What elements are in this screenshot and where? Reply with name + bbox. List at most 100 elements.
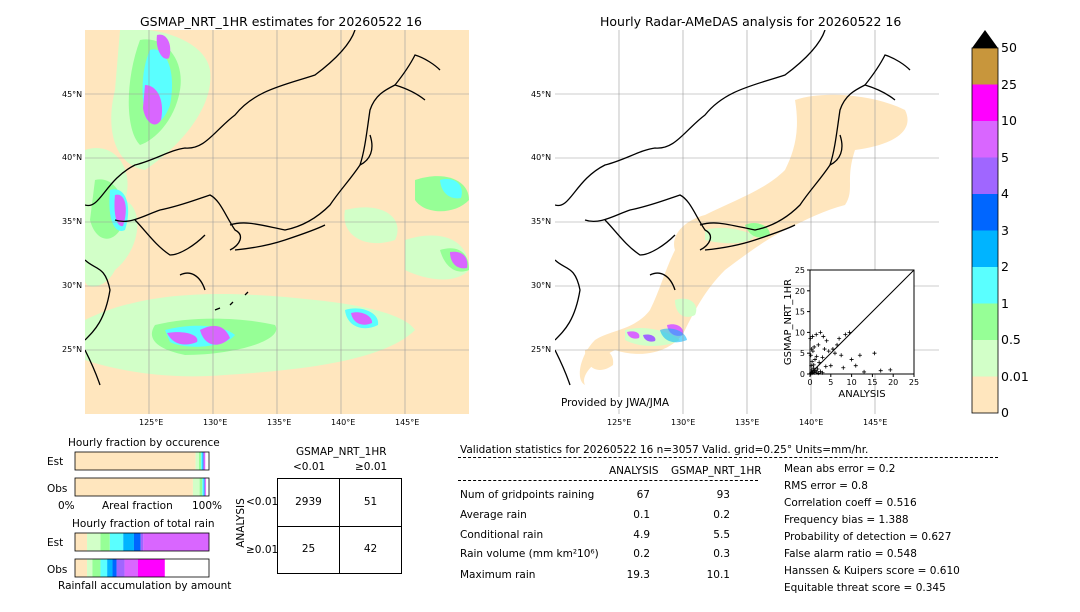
- score-line: Equitable threat score = 0.345: [784, 582, 946, 594]
- contingency-col-header: ≥0.01: [355, 461, 388, 473]
- fraction-bar-segment: [112, 559, 117, 577]
- occurrence-row-est: Est: [47, 456, 64, 468]
- colorbar-label: 4: [1001, 186, 1009, 201]
- fraction-bar-segment: [137, 559, 165, 577]
- stats-row-analysis: 4.9: [633, 529, 650, 541]
- contingency-title: GSMAP_NRT_1HR: [296, 446, 387, 458]
- stats-row-gsmap: 93: [716, 489, 730, 501]
- fraction-bar-segment: [199, 478, 203, 496]
- contingency-row-header: <0.01: [246, 496, 279, 508]
- left-map: [85, 30, 469, 414]
- scatter-point: [857, 353, 862, 358]
- fraction-bar-segment: [92, 559, 101, 577]
- fraction-bar-segment: [107, 559, 113, 577]
- scatter-x-tick: 15: [867, 378, 877, 387]
- fraction-bar-segment: [203, 452, 204, 470]
- fraction-bar-segment: [87, 559, 93, 577]
- colorbar-label: 2: [1001, 259, 1009, 274]
- contingency-row-axis-label: ANALYSIS: [234, 498, 247, 548]
- stats-row-gsmap: 10.1: [706, 569, 730, 581]
- scatter-y-tick: 0: [800, 370, 805, 379]
- colorbar: [971, 30, 999, 414]
- occurrence-bars: [74, 451, 210, 497]
- right-lon-tick: 140°E: [799, 418, 824, 427]
- score-line: Correlation coeff = 0.516: [784, 497, 917, 509]
- scatter-point: [826, 349, 831, 354]
- stats-col-analysis: ANALYSIS: [609, 465, 659, 477]
- scatter-y-tick: 10: [795, 328, 805, 337]
- scatter-point: [816, 371, 821, 376]
- scatter-point: [808, 353, 813, 358]
- left-map-title: GSMAP_NRT_1HR estimates for 20260522 16: [140, 14, 422, 29]
- fraction-bar-frame: [74, 558, 210, 578]
- rain-fraction-bars: [74, 532, 210, 578]
- scatter-y-tick: 20: [795, 287, 805, 296]
- fraction-bar-segment: [202, 478, 204, 496]
- stats-divider: [458, 457, 998, 458]
- left-lat-tick: 45°N: [62, 90, 83, 99]
- fraction-bar-segment: [195, 452, 199, 470]
- score-line: Probability of detection = 0.627: [784, 531, 952, 543]
- occurrence-tick-100: 100%: [192, 500, 223, 512]
- stats-row-label: Num of gridpoints raining: [460, 489, 595, 501]
- colorbar-label: 10: [1001, 113, 1017, 128]
- left-lon-tick: 130°E: [203, 418, 228, 427]
- scatter-point: [843, 332, 848, 337]
- colorbar-frame: [971, 47, 999, 414]
- fraction-bar-segment: [198, 452, 201, 470]
- right-lat-tick: 40°N: [531, 153, 552, 162]
- colorbar-extend-arrow: [972, 30, 998, 48]
- scatter-y-tick: 25: [795, 266, 805, 275]
- stats-row-label: Conditional rain: [460, 529, 544, 541]
- fraction-bar-segment: [124, 559, 138, 577]
- fraction-bar-segment: [75, 478, 193, 496]
- scatter-x-tick: 0: [807, 378, 812, 387]
- scatter-point: [830, 347, 835, 352]
- score-line: Frequency bias = 1.388: [784, 514, 909, 526]
- scatter-x-tick: 5: [828, 378, 833, 387]
- right-lat-tick: 30°N: [531, 281, 552, 290]
- colorbar-label: 50: [1001, 40, 1017, 55]
- scatter-y-tick: 5: [800, 349, 805, 358]
- rain-fraction-row-est: Est: [47, 537, 64, 549]
- scatter-point: [835, 342, 840, 347]
- right-lon-tick: 135°E: [735, 418, 760, 427]
- scatter-point: [817, 360, 822, 365]
- left-lon-tick: 135°E: [267, 418, 292, 427]
- fraction-bar-segment: [75, 533, 88, 551]
- scatter-point: [822, 347, 827, 352]
- scatter-point: [812, 344, 817, 349]
- right-lat-tick: 35°N: [531, 217, 552, 226]
- scatter-xlabel: ANALYSIS: [838, 389, 885, 400]
- scatter-point: [810, 349, 815, 354]
- contingency-cell: 2939: [295, 496, 322, 508]
- right-lat-tick: 45°N: [531, 90, 552, 99]
- fraction-bar-segment: [100, 533, 110, 551]
- fraction-bar-segment: [203, 452, 206, 470]
- stats-header: Validation statistics for 20260522 16 n=…: [460, 444, 869, 456]
- occurrence-tick-0: 0%: [58, 500, 75, 512]
- colorbar-label: 25: [1001, 76, 1017, 92]
- scatter-x-tick: 25: [909, 378, 919, 387]
- colorbar-label: 0: [1001, 405, 1009, 420]
- right-lon-tick: 145°E: [863, 418, 888, 427]
- contingency-hline: [278, 526, 401, 527]
- scatter-point: [888, 367, 893, 372]
- scatter-y-tick: 15: [795, 308, 805, 317]
- fraction-bar-segment: [192, 478, 200, 496]
- contingency-row-header: ≥0.01: [246, 544, 279, 556]
- scatter-point: [810, 359, 815, 364]
- scatter-point: [814, 332, 819, 337]
- scatter-point: [814, 369, 819, 374]
- colorbar-segment: [972, 121, 998, 158]
- fraction-bar-frame: [74, 451, 210, 471]
- fraction-bar-segment: [205, 478, 206, 496]
- scatter-point: [809, 347, 814, 352]
- left-lon-tick: 145°E: [395, 418, 420, 427]
- scatter-point: [849, 357, 854, 362]
- left-rain-field: [85, 30, 469, 377]
- scatter-point: [815, 367, 820, 372]
- contingency-col-header: <0.01: [293, 461, 326, 473]
- colorbar-segment: [972, 376, 998, 413]
- fraction-bar-segment: [75, 452, 196, 470]
